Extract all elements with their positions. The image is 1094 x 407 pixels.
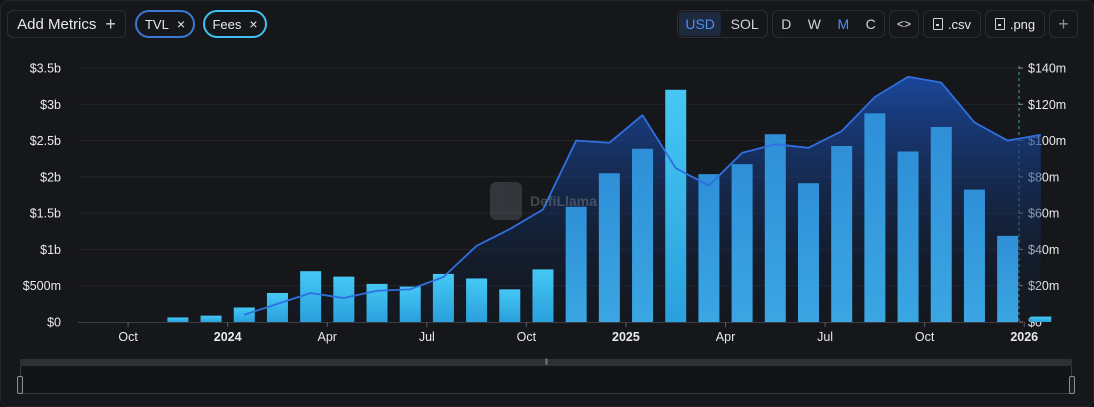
fees-bar	[266, 292, 288, 322]
y-right-tick-label: $140m	[1028, 62, 1066, 76]
x-tick-label: Apr	[318, 330, 337, 344]
image-icon	[994, 18, 1005, 30]
x-tick-label: Jul	[817, 330, 833, 344]
chart-canvas: $0$500m$1b$1.5b$2b$2.5b$3b$3.5b$0$20m$40…	[23, 62, 1066, 345]
fees-bar	[963, 189, 985, 322]
fees-bar	[598, 173, 620, 322]
y-left-tick-label: $3b	[40, 98, 61, 112]
fees-bar	[731, 164, 753, 322]
download-csv-button[interactable]: .csv	[923, 10, 981, 38]
fees-bar	[167, 317, 189, 322]
x-tick-label: Oct	[118, 330, 138, 344]
fees-bar	[1030, 316, 1052, 322]
embed-button[interactable]: <>	[889, 10, 919, 38]
metric-pill-label: Fees	[212, 16, 242, 32]
add-metrics-label: Add Metrics	[17, 15, 97, 33]
add-chart-button[interactable]: +	[1049, 10, 1078, 38]
fees-bar	[665, 89, 687, 323]
granularity-w-button[interactable]: W	[807, 16, 822, 32]
tvl-line	[243, 75, 1041, 316]
fees-bar	[997, 235, 1019, 322]
fees-bar	[200, 315, 222, 322]
x-tick-label: Oct	[517, 330, 537, 344]
toolbar: Add Metrics + TVL × Fees × USD SOL D W M…	[0, 0, 1094, 48]
slider-handle-right[interactable]	[1069, 376, 1075, 394]
defillama-logo	[490, 182, 522, 220]
x-tick-label: 2025	[612, 330, 640, 344]
watermark-text: DefiLlama	[530, 193, 597, 209]
x-tick-label: Oct	[915, 330, 935, 344]
fees-bar	[864, 113, 886, 322]
code-icon: <>	[896, 17, 911, 31]
fees-bar	[432, 273, 454, 322]
fees-bar	[499, 289, 521, 322]
download-png-button[interactable]: .png	[985, 10, 1045, 38]
metric-pill-tvl[interactable]: TVL ×	[135, 10, 195, 38]
fees-bar	[300, 271, 322, 322]
slider-handle-left[interactable]	[17, 376, 23, 394]
y-left-tick-label: $1b	[40, 243, 61, 257]
file-icon	[932, 18, 943, 30]
add-metrics-button[interactable]: Add Metrics +	[7, 10, 126, 38]
x-tick-label: Apr	[716, 330, 735, 344]
watermark: DefiLlama	[490, 182, 597, 220]
y-left-tick-label: $1.5b	[30, 207, 61, 221]
fees-bar	[565, 206, 587, 322]
fees-bar	[797, 183, 819, 322]
csv-label: .csv	[947, 16, 972, 32]
metric-pill-fees[interactable]: Fees ×	[203, 10, 267, 38]
fees-bar	[399, 286, 421, 322]
close-icon[interactable]: ×	[176, 16, 186, 32]
x-tick-label: Jul	[419, 330, 435, 344]
slider-track[interactable]	[20, 359, 1072, 366]
currency-usd-button[interactable]: USD	[679, 12, 721, 36]
fees-bar	[532, 269, 554, 322]
fees-bar	[366, 283, 388, 322]
y-left-tick-label: $500m	[23, 279, 61, 293]
granularity-m-button[interactable]: M	[837, 16, 850, 32]
fees-bar	[897, 151, 919, 322]
currency-sol-button[interactable]: SOL	[730, 16, 759, 32]
fees-bar	[930, 126, 952, 322]
fees-bar	[333, 276, 355, 322]
grip-icon[interactable]: |||	[545, 359, 548, 365]
granularity-c-button[interactable]: C	[865, 16, 876, 32]
fees-bar	[764, 134, 786, 322]
plus-icon: +	[105, 14, 116, 34]
fees-bar	[466, 278, 488, 322]
metric-pill-label: TVL	[144, 16, 169, 32]
close-icon[interactable]: ×	[249, 16, 258, 32]
x-tick-label: 2026	[1010, 330, 1038, 344]
slider-window[interactable]	[17, 366, 1075, 394]
range-slider[interactable]: |||	[17, 359, 1075, 395]
granularity-toggle: D W M C	[772, 10, 885, 38]
x-tick-label: 2024	[214, 330, 242, 344]
y-right-tick-label: $120m	[1028, 98, 1066, 112]
fees-bar	[632, 148, 654, 322]
granularity-d-button[interactable]: D	[781, 16, 792, 32]
y-left-tick-label: $0	[47, 316, 61, 330]
y-left-tick-label: $3.5b	[30, 62, 61, 76]
y-left-tick-label: $2.5b	[30, 134, 61, 148]
y-left-tick-label: $2b	[40, 170, 61, 184]
currency-toggle: USD SOL	[677, 10, 768, 38]
plus-icon: +	[1058, 13, 1069, 34]
fees-bar	[831, 146, 853, 322]
fees-bar	[698, 174, 720, 322]
png-label: .png	[1009, 16, 1036, 32]
